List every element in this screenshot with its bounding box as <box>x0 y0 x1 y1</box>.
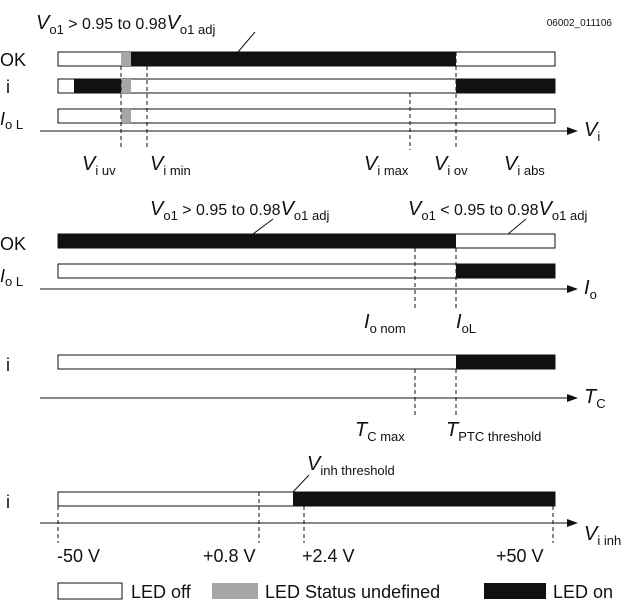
bar-ok <box>57 233 556 249</box>
panel-inhibit-voltage: Vinh threshold i Vi inh -50 V +0.8 V +2.… <box>6 453 621 566</box>
segment-on <box>74 79 121 93</box>
segment-on <box>456 355 555 369</box>
annotation-leader-right <box>507 218 527 235</box>
panel-case-temperature: i TC TC max TPTC threshold <box>6 354 606 444</box>
value-plus2p4: +2.4 V <box>302 546 355 566</box>
legend-label-undefined: LED Status undefined <box>265 582 440 602</box>
row-label-i: i <box>6 492 10 512</box>
axis-arrow <box>567 285 578 293</box>
segment-undefined <box>121 52 131 66</box>
svg-text:Vo1 < 0.95 to 0.98Vo1 adj: Vo1 < 0.95 to 0.98Vo1 adj <box>408 198 587 223</box>
row-label-i: i <box>6 355 10 375</box>
axis-label-vi: Vi <box>584 119 600 144</box>
bar-i <box>57 78 556 94</box>
legend-swatch-undefined <box>212 583 258 599</box>
axis-arrow <box>567 127 578 135</box>
axis-label-tc: TC <box>584 386 606 411</box>
row-label-iol: Io L <box>0 266 23 289</box>
bar-i <box>57 354 556 370</box>
axis-arrow <box>567 394 578 402</box>
bar-iol <box>57 263 556 279</box>
tick-vi-min: Vi min <box>150 153 191 178</box>
value-minus50: -50 V <box>57 546 100 566</box>
tick-vi-uv: Vi uv <box>82 153 116 178</box>
legend: LED off LED Status undefined LED on <box>57 582 613 602</box>
legend-label-off: LED off <box>131 582 192 602</box>
bar-iol <box>57 108 556 124</box>
tick-tc-max: TC max <box>355 419 405 444</box>
tick-vi-max: Vi max <box>364 153 409 178</box>
panel-input-voltage: Vo1 > 0.95 to 0.98Vo1 adj OK i Io L Vi <box>0 12 600 178</box>
figure-id: 06002_011106 <box>547 18 613 29</box>
svg-text:Vo1 > 0.95 to 0.98Vo1 adj: Vo1 > 0.95 to 0.98Vo1 adj <box>150 198 329 223</box>
segment-on <box>131 52 456 66</box>
tick-vi-ov: Vi ov <box>434 153 468 178</box>
axis-label-io: Io <box>584 277 597 302</box>
bar-ok <box>57 51 556 67</box>
panel-output-current: Vo1 > 0.95 to 0.98Vo1 adj Vo1 < 0.95 to … <box>0 198 597 336</box>
segment-undefined <box>121 79 131 93</box>
segment-on <box>293 492 555 506</box>
annotation-leader <box>237 31 256 53</box>
svg-text:Vo1 > 0.95 to 0.98Vo1 adj: Vo1 > 0.95 to 0.98Vo1 adj <box>36 12 215 37</box>
bar-i <box>57 491 556 507</box>
axis-arrow <box>567 519 578 527</box>
annotation-vinh-threshold: Vinh threshold <box>307 453 395 478</box>
tick-tptc-threshold: TPTC threshold <box>446 419 541 444</box>
row-label-i: i <box>6 77 10 97</box>
value-plus50: +50 V <box>496 546 544 566</box>
row-label-ok: OK <box>0 50 26 70</box>
axis-label-vi-inh: Vi inh <box>584 523 621 548</box>
value-plus0p8: +0.8 V <box>203 546 256 566</box>
annotation-leader-left <box>252 218 274 235</box>
segment-undefined <box>121 109 131 123</box>
annotation-leader <box>292 474 310 493</box>
segment-on <box>58 234 456 248</box>
tick-io-nom: Io nom <box>364 311 406 336</box>
row-label-iol: Io L <box>0 109 23 132</box>
segment-on <box>456 264 555 278</box>
row-label-ok: OK <box>0 234 26 254</box>
legend-label-on: LED on <box>553 582 613 602</box>
legend-swatch-off <box>57 582 123 600</box>
segment-on <box>456 79 555 93</box>
legend-swatch-on <box>484 583 546 599</box>
tick-iol: IoL <box>456 311 476 336</box>
tick-vi-abs: Vi abs <box>504 153 545 178</box>
